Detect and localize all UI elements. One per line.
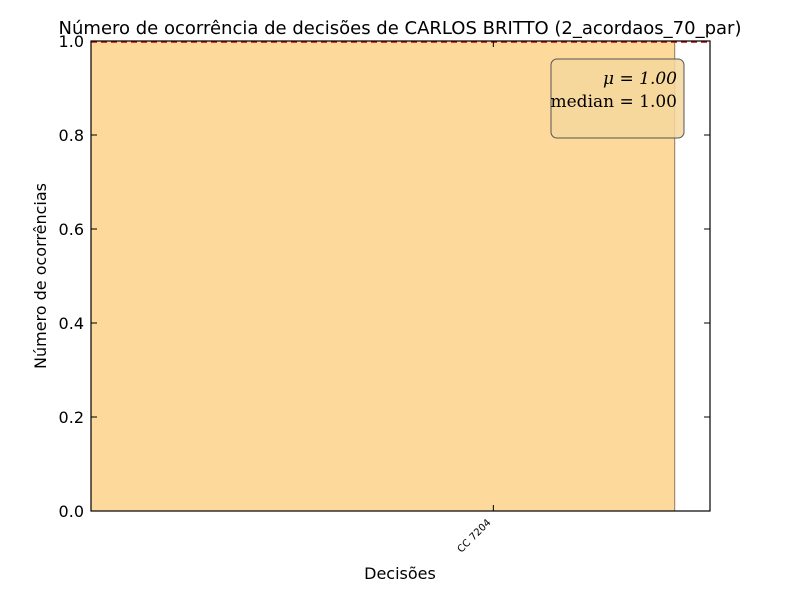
y-tick-label: 0.0 <box>59 502 84 521</box>
y-tick-label: 0.6 <box>59 220 84 239</box>
mean-annotation: μ = 1.00 <box>603 69 677 89</box>
y-tick-label: 0.8 <box>59 126 84 145</box>
stats-box <box>550 58 685 139</box>
chart-title: Número de ocorrência de decisões de CARL… <box>59 18 742 39</box>
y-axis-label: Número de ocorrências <box>31 183 50 369</box>
plot-frame <box>90 40 711 512</box>
y-tick-label: 0.2 <box>59 408 84 427</box>
stats-annotation: μ = 1.00 median = 1.00 <box>550 58 685 139</box>
y-ticks-group: 0.0 0.2 0.4 0.6 0.8 1.0 <box>59 32 710 521</box>
y-tick-label: 1.0 <box>59 32 84 51</box>
median-annotation: median = 1.00 <box>551 92 678 112</box>
x-axis-label: Decisões <box>364 564 436 583</box>
y-tick-label: 0.4 <box>59 314 84 333</box>
x-tick-label: CC 7204 <box>456 517 494 555</box>
